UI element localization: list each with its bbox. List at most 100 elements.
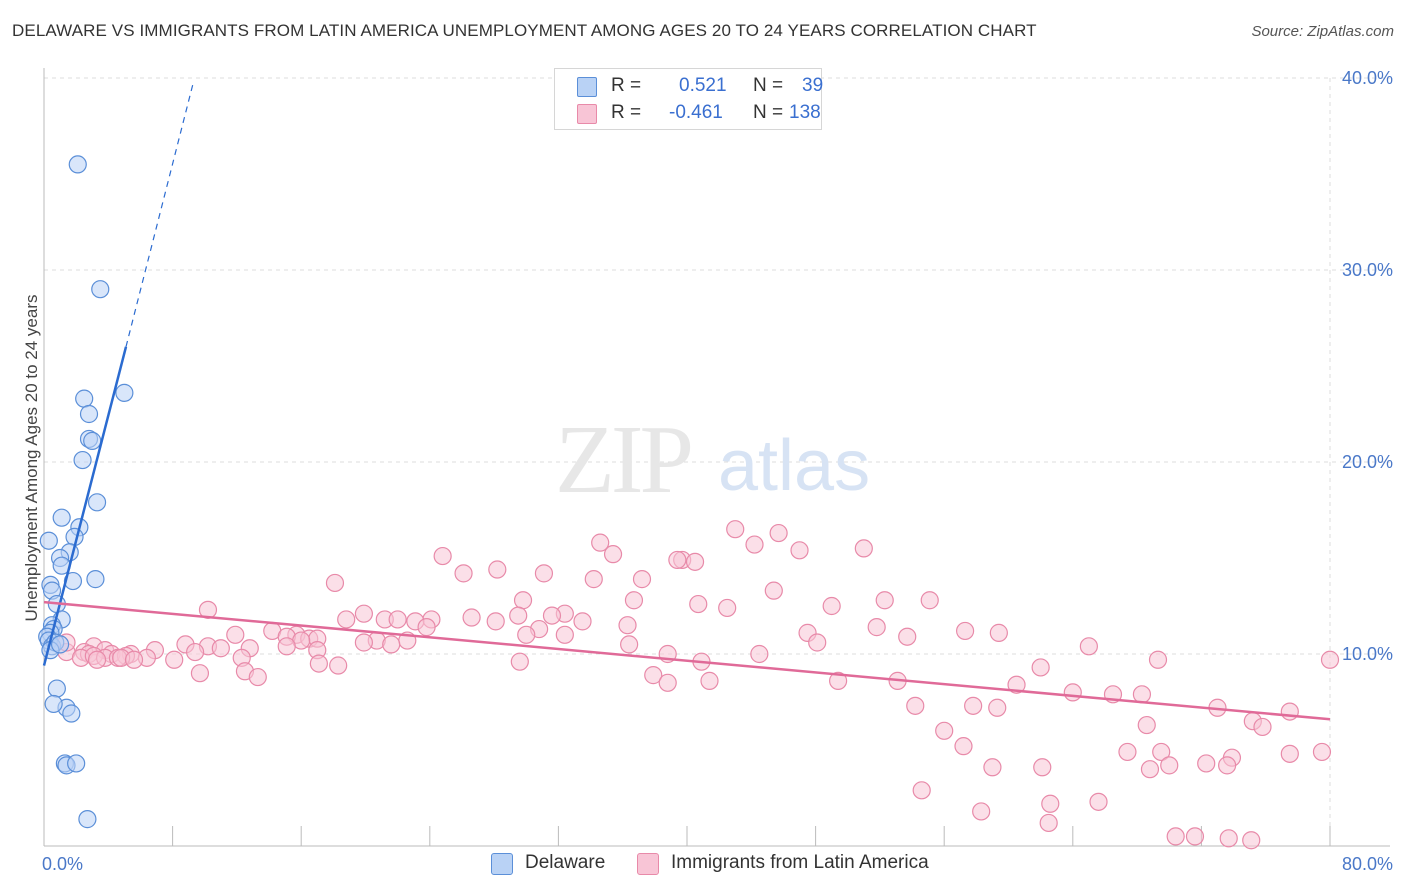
latin-america-point: [685, 552, 705, 571]
latin-america-point: [700, 671, 719, 690]
latin-america-point: [555, 625, 574, 644]
delaware-point: [63, 571, 83, 591]
delaware-point: [87, 493, 107, 512]
legend-n-value: 138: [789, 102, 821, 123]
delaware-point: [75, 389, 94, 408]
legend-r-label: R =: [611, 75, 642, 96]
latin-america-point: [248, 667, 267, 687]
delaware-point: [79, 404, 99, 424]
latin-america-point: [1132, 685, 1152, 704]
latin-america-point: [790, 541, 809, 560]
latin-america-point: [584, 570, 603, 589]
latin-america-point: [822, 596, 841, 616]
latin-america-point: [433, 546, 452, 566]
legend-r-value: -0.461: [669, 102, 723, 123]
latin-america-point: [620, 635, 639, 654]
latin-america-point: [1140, 760, 1160, 779]
legend-r-value: 0.521: [679, 75, 727, 96]
y-tick-label: 20.0%: [1342, 452, 1393, 472]
latin-america-point: [1079, 637, 1098, 656]
latin-america-point: [808, 633, 827, 652]
latin-america-point: [1089, 792, 1108, 811]
latin-america-point: [1166, 827, 1185, 846]
latin-america-point: [898, 627, 917, 646]
latin-america-point: [745, 535, 764, 554]
trend-lines: [42, 81, 1331, 721]
latin-america-point: [1137, 715, 1156, 735]
latin-america-point: [186, 642, 205, 662]
latin-america-point: [190, 664, 210, 683]
legend-n-label: N =: [753, 102, 784, 123]
latin-america-point: [354, 633, 373, 652]
latin-america-point: [689, 594, 708, 614]
latin-america-point: [668, 550, 687, 570]
latin-america-point: [644, 666, 663, 685]
latin-america-point: [658, 673, 677, 692]
delaware-trend-line: [42, 346, 128, 666]
delaware-trend-extension: [125, 81, 195, 347]
latin-america-point: [354, 604, 373, 623]
tick-labels: 10.0% 20.0% 30.0% 40.0% 0.0% 80.0%: [42, 68, 1393, 874]
latin-america-point: [486, 612, 505, 631]
latin-america-point: [87, 650, 107, 669]
delaware-point: [115, 383, 134, 402]
watermark-zip: ZIP: [555, 406, 690, 514]
delaware-point: [73, 450, 92, 470]
latin-america-point: [1031, 658, 1050, 677]
latin-america-point: [603, 545, 623, 564]
latin-america-point: [750, 644, 769, 664]
latin-america-point: [454, 564, 473, 583]
latin-america-point: [1218, 756, 1237, 775]
latin-america-point: [1320, 650, 1340, 669]
latin-america-points: [57, 520, 1340, 850]
latin-america-point: [718, 598, 737, 618]
latin-america-point: [920, 591, 939, 610]
grid-lines: [44, 77, 1390, 846]
latin-america-point: [509, 606, 528, 625]
latin-america-point: [542, 606, 562, 625]
latin-america-point: [989, 623, 1008, 642]
latin-america-point: [1219, 829, 1238, 848]
latin-america-point: [854, 539, 873, 558]
latin-america-point: [1152, 742, 1171, 762]
latin-america-point: [912, 781, 931, 800]
latin-america-point: [1039, 813, 1058, 833]
latin-america-point: [1160, 756, 1179, 775]
bottom-legend-swatch-blue: [491, 853, 513, 875]
latin-america-point: [325, 573, 345, 593]
delaware-point: [52, 508, 71, 527]
latin-america-point: [1033, 758, 1052, 777]
latin-america-point: [277, 637, 296, 656]
legend-n-value: 39: [802, 75, 824, 96]
legend-swatch-blue: [577, 77, 597, 97]
y-tick-label: 40.0%: [1342, 68, 1393, 88]
latin-america-point: [618, 616, 637, 635]
latin-america-point: [1280, 702, 1299, 721]
latin-america-point: [382, 635, 401, 654]
latin-america-point: [329, 656, 348, 675]
delaware-point: [67, 754, 86, 773]
latin-america-point: [972, 802, 991, 821]
latin-america-point: [1063, 683, 1082, 702]
latin-america-point: [988, 698, 1007, 717]
latin-america-point: [632, 570, 652, 589]
delaware-point: [78, 810, 97, 829]
bottom-legend-label: Delaware: [525, 852, 606, 873]
latin-america-point: [513, 591, 533, 610]
latin-america-point: [935, 721, 954, 740]
bottom-legend-swatch-pink: [637, 853, 659, 875]
delaware-point: [44, 694, 63, 714]
bottom-legend-label: Immigrants from Latin America: [671, 852, 929, 873]
latin-america-point: [337, 610, 356, 629]
delaware-point: [68, 155, 87, 174]
latin-america-point: [417, 618, 436, 637]
watermark-atlas: atlas: [718, 426, 870, 506]
latin-america-point: [1280, 744, 1299, 763]
latin-america-point: [906, 696, 925, 715]
stats-legend: R = 0.521 N = 39 R = -0.461 N = 138: [554, 68, 824, 130]
x-tick-label: 0.0%: [42, 854, 83, 874]
latin-america-point: [1197, 754, 1216, 773]
latin-america-point: [573, 612, 592, 631]
latin-america-point: [1312, 742, 1332, 762]
